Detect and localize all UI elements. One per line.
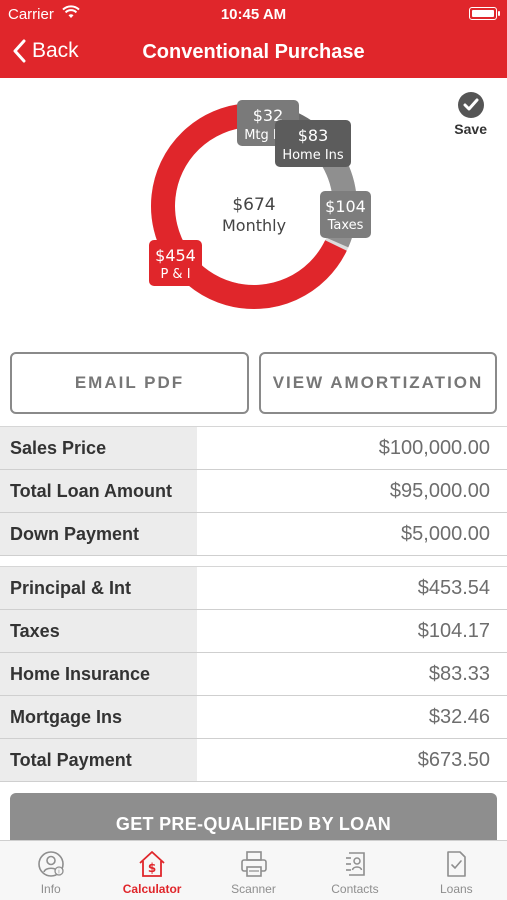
row-value: $673.50 bbox=[417, 748, 490, 771]
table-row: Total Loan Amount $95,000.00 bbox=[0, 470, 507, 513]
tab-label: Calculator bbox=[122, 882, 182, 896]
table-row: Principal & Int $453.54 bbox=[0, 567, 507, 610]
callout-pi: $454 P & I bbox=[149, 240, 202, 286]
carrier-label: Carrier bbox=[8, 6, 54, 23]
navigation-bar: Back Conventional Purchase bbox=[0, 28, 507, 78]
callout-home-ins-amount: $83 bbox=[298, 126, 329, 145]
row-label: Sales Price bbox=[0, 427, 197, 469]
back-label: Back bbox=[32, 39, 79, 62]
tab-label: Loans bbox=[439, 882, 473, 896]
table-row: Taxes $104.17 bbox=[0, 610, 507, 653]
callout-home-ins: $83 Home Ins bbox=[275, 120, 351, 167]
printer-icon bbox=[240, 851, 267, 877]
callout-taxes: $104 Taxes bbox=[320, 191, 371, 238]
save-button[interactable]: Save bbox=[454, 92, 487, 137]
row-value: $100,000.00 bbox=[378, 436, 490, 459]
calculator-house-icon: $ bbox=[139, 851, 165, 877]
row-value: $104.17 bbox=[417, 619, 490, 642]
battery-icon bbox=[469, 7, 500, 20]
action-buttons: EMAIL PDF VIEW AMORTIZATION bbox=[10, 352, 497, 414]
callout-pi-label: P & I bbox=[160, 267, 190, 282]
table-row: Home Insurance $83.33 bbox=[0, 653, 507, 696]
payment-breakdown-chart: $674 Monthly $454 P & I $104 Taxes $32 M… bbox=[0, 78, 507, 340]
table-row: Sales Price $100,000.00 bbox=[0, 427, 507, 470]
save-label: Save bbox=[454, 121, 487, 137]
tab-info[interactable]: i Info bbox=[0, 841, 101, 900]
tab-label: Info bbox=[40, 882, 61, 896]
tab-scanner[interactable]: Scanner bbox=[203, 841, 304, 900]
checkmark-icon bbox=[457, 92, 484, 118]
donut-center-label: Monthly bbox=[222, 216, 286, 235]
row-label: Mortgage Ins bbox=[0, 696, 197, 738]
tab-label: Contacts bbox=[331, 882, 379, 896]
donut-center-amount: $674 bbox=[232, 195, 275, 215]
tab-calculator[interactable]: $ Calculator bbox=[101, 841, 202, 900]
row-label: Total Payment bbox=[0, 739, 197, 781]
tab-label: Scanner bbox=[231, 882, 276, 896]
row-label: Home Insurance bbox=[0, 653, 197, 695]
info-person-icon: i bbox=[37, 851, 64, 877]
view-amortization-button[interactable]: VIEW AMORTIZATION bbox=[259, 352, 497, 414]
clock: 10:45 AM bbox=[220, 6, 287, 23]
row-label: Down Payment bbox=[0, 513, 197, 555]
table-row: Down Payment $5,000.00 bbox=[0, 513, 507, 556]
row-label: Principal & Int bbox=[0, 567, 197, 609]
row-label: Total Loan Amount bbox=[0, 470, 197, 512]
callout-pi-amount: $454 bbox=[155, 246, 196, 265]
callout-taxes-amount: $104 bbox=[325, 197, 366, 216]
row-value: $95,000.00 bbox=[389, 479, 490, 502]
email-pdf-button[interactable]: EMAIL PDF bbox=[10, 352, 249, 414]
chevron-left-icon bbox=[13, 39, 26, 63]
callout-home-ins-label: Home Ins bbox=[282, 148, 344, 163]
donut-chart: $674 Monthly $454 P & I $104 Taxes $32 M… bbox=[149, 100, 371, 309]
contacts-icon bbox=[345, 852, 365, 876]
svg-text:$: $ bbox=[148, 861, 156, 875]
row-value: $32.46 bbox=[428, 705, 490, 728]
tab-bar: i Info $ Calculator Scanner Contacts Loa… bbox=[0, 840, 507, 900]
table-row: Total Payment $673.50 bbox=[0, 739, 507, 782]
callout-taxes-label: Taxes bbox=[327, 218, 364, 233]
wifi-icon bbox=[62, 5, 80, 23]
row-label: Taxes bbox=[0, 610, 197, 652]
row-value: $83.33 bbox=[428, 662, 490, 685]
row-value: $5,000.00 bbox=[401, 522, 490, 545]
payment-details-table: Principal & Int $453.54 Taxes $104.17 Ho… bbox=[0, 566, 507, 782]
document-check-icon bbox=[447, 851, 467, 877]
table-row: Mortgage Ins $32.46 bbox=[0, 696, 507, 739]
status-bar: Carrier 10:45 AM bbox=[0, 0, 507, 28]
callout-mtg-ins-amount: $32 bbox=[253, 106, 284, 125]
row-value: $453.54 bbox=[417, 576, 490, 599]
tab-loans[interactable]: Loans bbox=[406, 841, 507, 900]
svg-text:i: i bbox=[58, 869, 60, 876]
loan-details-table: Sales Price $100,000.00 Total Loan Amoun… bbox=[0, 426, 507, 556]
back-button[interactable]: Back bbox=[12, 39, 79, 63]
tab-contacts[interactable]: Contacts bbox=[304, 841, 405, 900]
